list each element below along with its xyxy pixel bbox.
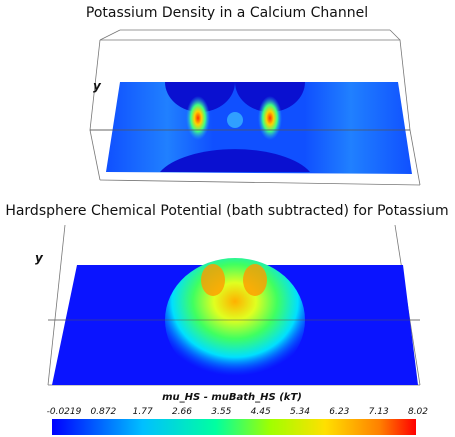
bottom-axis-label: y xyxy=(35,251,44,265)
peak xyxy=(201,264,225,296)
colorbar-tick-label: 0.872 xyxy=(90,407,116,417)
colorbar-tick-label: 7.13 xyxy=(369,407,389,417)
colorbar-title: mu_HS - muBath_HS (kT) xyxy=(162,392,302,403)
bottom-title: Hardsphere Chemical Potential (bath subt… xyxy=(5,203,448,219)
peak xyxy=(243,264,267,296)
top-title: Potassium Density in a Calcium Channel xyxy=(86,5,368,21)
colorbar-tick-label: 4.45 xyxy=(251,407,271,417)
hotspot xyxy=(186,96,210,140)
colorbar-tick-label: 6.23 xyxy=(329,407,349,417)
colorbar-tick-label: 3.55 xyxy=(211,407,231,417)
colorbar-tick-label: -0.0219 xyxy=(47,407,82,417)
hotspot xyxy=(258,96,282,140)
top-axis-label: y xyxy=(93,79,102,93)
bottom-lobe xyxy=(160,149,310,172)
colorbar-tick-label: 1.77 xyxy=(133,407,153,417)
colorbar-tick-label: 8.02 xyxy=(408,407,428,417)
colorbar-tick-label: 5.34 xyxy=(290,407,310,417)
spot xyxy=(227,112,243,128)
colorbar-tick-label: 2.66 xyxy=(172,407,192,417)
colorbar xyxy=(52,419,416,435)
